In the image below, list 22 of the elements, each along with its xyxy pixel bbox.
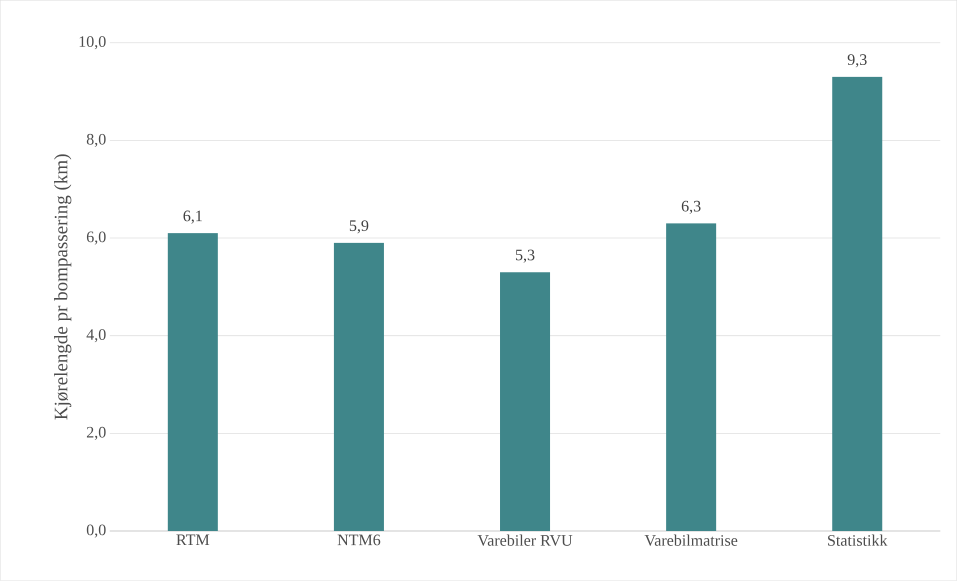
y-tick-label: 0,0	[86, 524, 106, 538]
y-tick-label: 6,0	[86, 232, 106, 245]
x-tick-label: NTM6	[338, 534, 380, 546]
bar	[168, 233, 218, 532]
data-label: 6,1	[184, 210, 202, 224]
x-tick-label: RTM	[176, 534, 210, 546]
data-label: 6,3	[682, 200, 701, 214]
x-tick-label: Varebiler RVU	[478, 534, 572, 546]
bar	[832, 77, 882, 532]
bar	[500, 272, 550, 532]
x-tick-label: Statistikk	[828, 534, 888, 546]
x-tick-label: Varebilmatrise	[644, 534, 738, 546]
y-tick-label: 4,0	[86, 329, 106, 342]
data-label: 5,3	[516, 250, 534, 263]
y-tick-label: 10,0	[80, 36, 106, 50]
data-label: 9,3	[848, 54, 867, 68]
y-tick-label: 2,0	[86, 426, 106, 440]
data-label: 5,9	[350, 220, 368, 234]
bar	[334, 243, 384, 532]
bar	[666, 224, 716, 532]
y-tick-label: 8,0	[86, 134, 106, 148]
y-axis-title: Kjørelengde pr bompassering (km)	[54, 154, 72, 420]
